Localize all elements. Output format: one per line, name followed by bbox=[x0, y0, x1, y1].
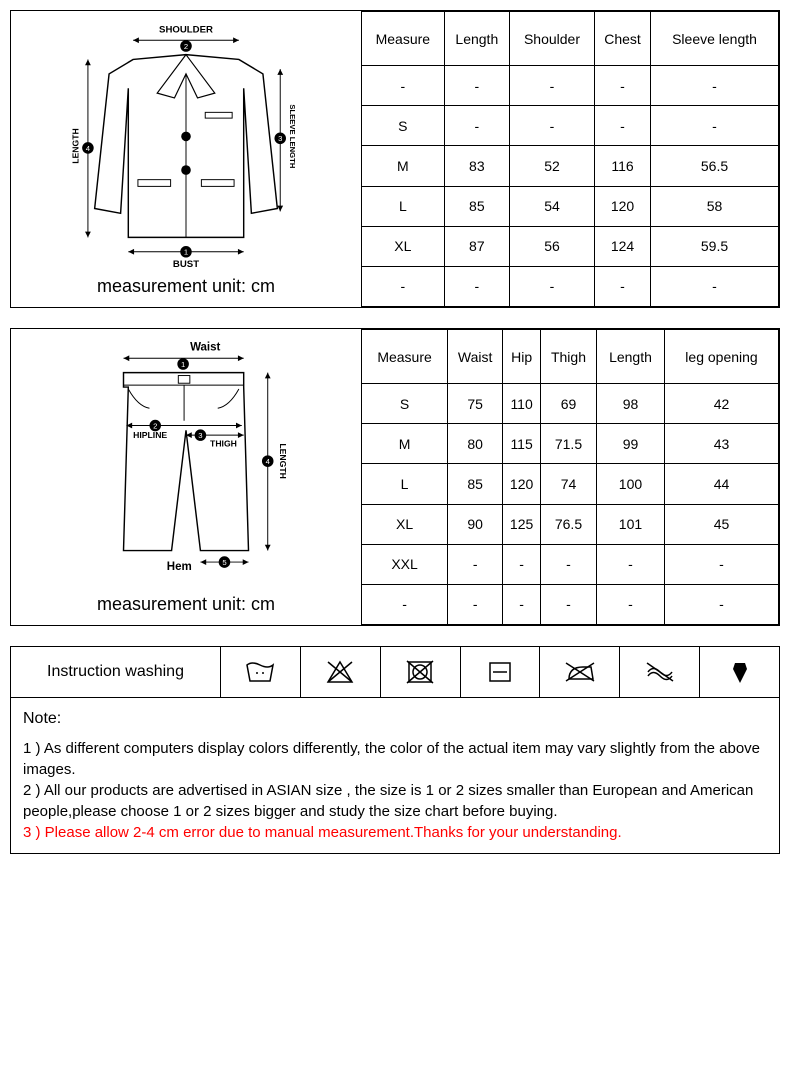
table-row: XL9012576.510145 bbox=[362, 504, 779, 544]
washing-row: Instruction washing bbox=[11, 647, 779, 698]
pants-size-table: Measure Waist Hip Thigh Length leg openi… bbox=[361, 329, 779, 625]
notes-block: Note: 1 ) As different computers display… bbox=[11, 698, 779, 853]
pants-unit-label: measurement unit: cm bbox=[97, 594, 275, 615]
notes-title: Note: bbox=[23, 708, 767, 730]
svg-text:3: 3 bbox=[278, 134, 282, 143]
table-row: S75110699842 bbox=[362, 384, 779, 424]
shoulder-label: SHOULDER bbox=[159, 25, 213, 36]
col-sleeve: Sleeve length bbox=[651, 12, 779, 66]
svg-text:2: 2 bbox=[153, 421, 157, 430]
table-row: ----- bbox=[362, 266, 779, 306]
pants-panel: Waist 1 2 HIPLINE 3 THIGH bbox=[10, 328, 780, 626]
col-hip: Hip bbox=[503, 330, 541, 384]
svg-text:4: 4 bbox=[266, 457, 271, 466]
svg-text:1: 1 bbox=[181, 360, 185, 369]
table-header-row: Measure Length Shoulder Chest Sleeve len… bbox=[362, 12, 779, 66]
no-wring-icon bbox=[620, 647, 700, 697]
svg-text:3: 3 bbox=[198, 431, 202, 440]
table-row: XL875612459.5 bbox=[362, 226, 779, 266]
no-iron-icon bbox=[540, 647, 620, 697]
no-tumble-dry-icon bbox=[381, 647, 461, 697]
col-thigh: Thigh bbox=[541, 330, 597, 384]
table-row: S---- bbox=[362, 106, 779, 146]
col-shoulder: Shoulder bbox=[509, 12, 594, 66]
svg-text:2: 2 bbox=[184, 42, 188, 51]
thigh-label: THIGH bbox=[210, 439, 237, 449]
jacket-unit-label: measurement unit: cm bbox=[97, 276, 275, 297]
jacket-diagram-cell: SHOULDER 2 LENGTH 4 SLEEVE LENGTH bbox=[11, 11, 361, 307]
col-chest: Chest bbox=[595, 12, 651, 66]
pants-diagram-cell: Waist 1 2 HIPLINE 3 THIGH bbox=[11, 329, 361, 625]
table-row: ----- bbox=[362, 66, 779, 106]
pants-diagram: Waist 1 2 HIPLINE 3 THIGH bbox=[36, 339, 336, 589]
wash-tub-icon bbox=[221, 647, 301, 697]
length-label: LENGTH bbox=[278, 443, 288, 479]
dry-flat-icon bbox=[461, 647, 541, 697]
washing-label: Instruction washing bbox=[11, 647, 221, 697]
dry-clean-icon bbox=[700, 647, 779, 697]
svg-text:4: 4 bbox=[86, 144, 91, 153]
col-waist: Waist bbox=[448, 330, 503, 384]
col-measure: Measure bbox=[362, 330, 448, 384]
table-row: M835211656.5 bbox=[362, 146, 779, 186]
no-bleach-icon bbox=[301, 647, 381, 697]
table-header-row: Measure Waist Hip Thigh Length leg openi… bbox=[362, 330, 779, 384]
table-row: L851207410044 bbox=[362, 464, 779, 504]
table-row: M8011571.59943 bbox=[362, 424, 779, 464]
table-row: ------ bbox=[362, 584, 779, 624]
col-measure: Measure bbox=[362, 12, 445, 66]
waist-label: Waist bbox=[190, 342, 220, 354]
washing-panel: Instruction washing Note: 1 ) As differe… bbox=[10, 646, 780, 854]
note-2: 2 ) All our products are advertised in A… bbox=[23, 780, 767, 822]
jacket-panel: SHOULDER 2 LENGTH 4 SLEEVE LENGTH bbox=[10, 10, 780, 308]
svg-text:1: 1 bbox=[184, 248, 188, 257]
hipline-label: HIPLINE bbox=[133, 430, 167, 440]
hem-label: Hem bbox=[167, 561, 192, 573]
note-3: 3 ) Please allow 2-4 cm error due to man… bbox=[23, 822, 767, 843]
table-row: L855412058 bbox=[362, 186, 779, 226]
length-label: LENGTH bbox=[70, 128, 80, 164]
bust-label: BUST bbox=[173, 259, 199, 270]
jacket-size-table: Measure Length Shoulder Chest Sleeve len… bbox=[361, 11, 779, 307]
col-length: Length bbox=[596, 330, 664, 384]
col-leg-opening: leg opening bbox=[665, 330, 779, 384]
jacket-diagram: SHOULDER 2 LENGTH 4 SLEEVE LENGTH bbox=[36, 21, 336, 271]
svg-text:5: 5 bbox=[222, 558, 226, 567]
table-row: XXL----- bbox=[362, 544, 779, 584]
col-length: Length bbox=[444, 12, 509, 66]
note-1: 1 ) As different computers display color… bbox=[23, 738, 767, 780]
sleeve-label: SLEEVE LENGTH bbox=[288, 104, 297, 169]
